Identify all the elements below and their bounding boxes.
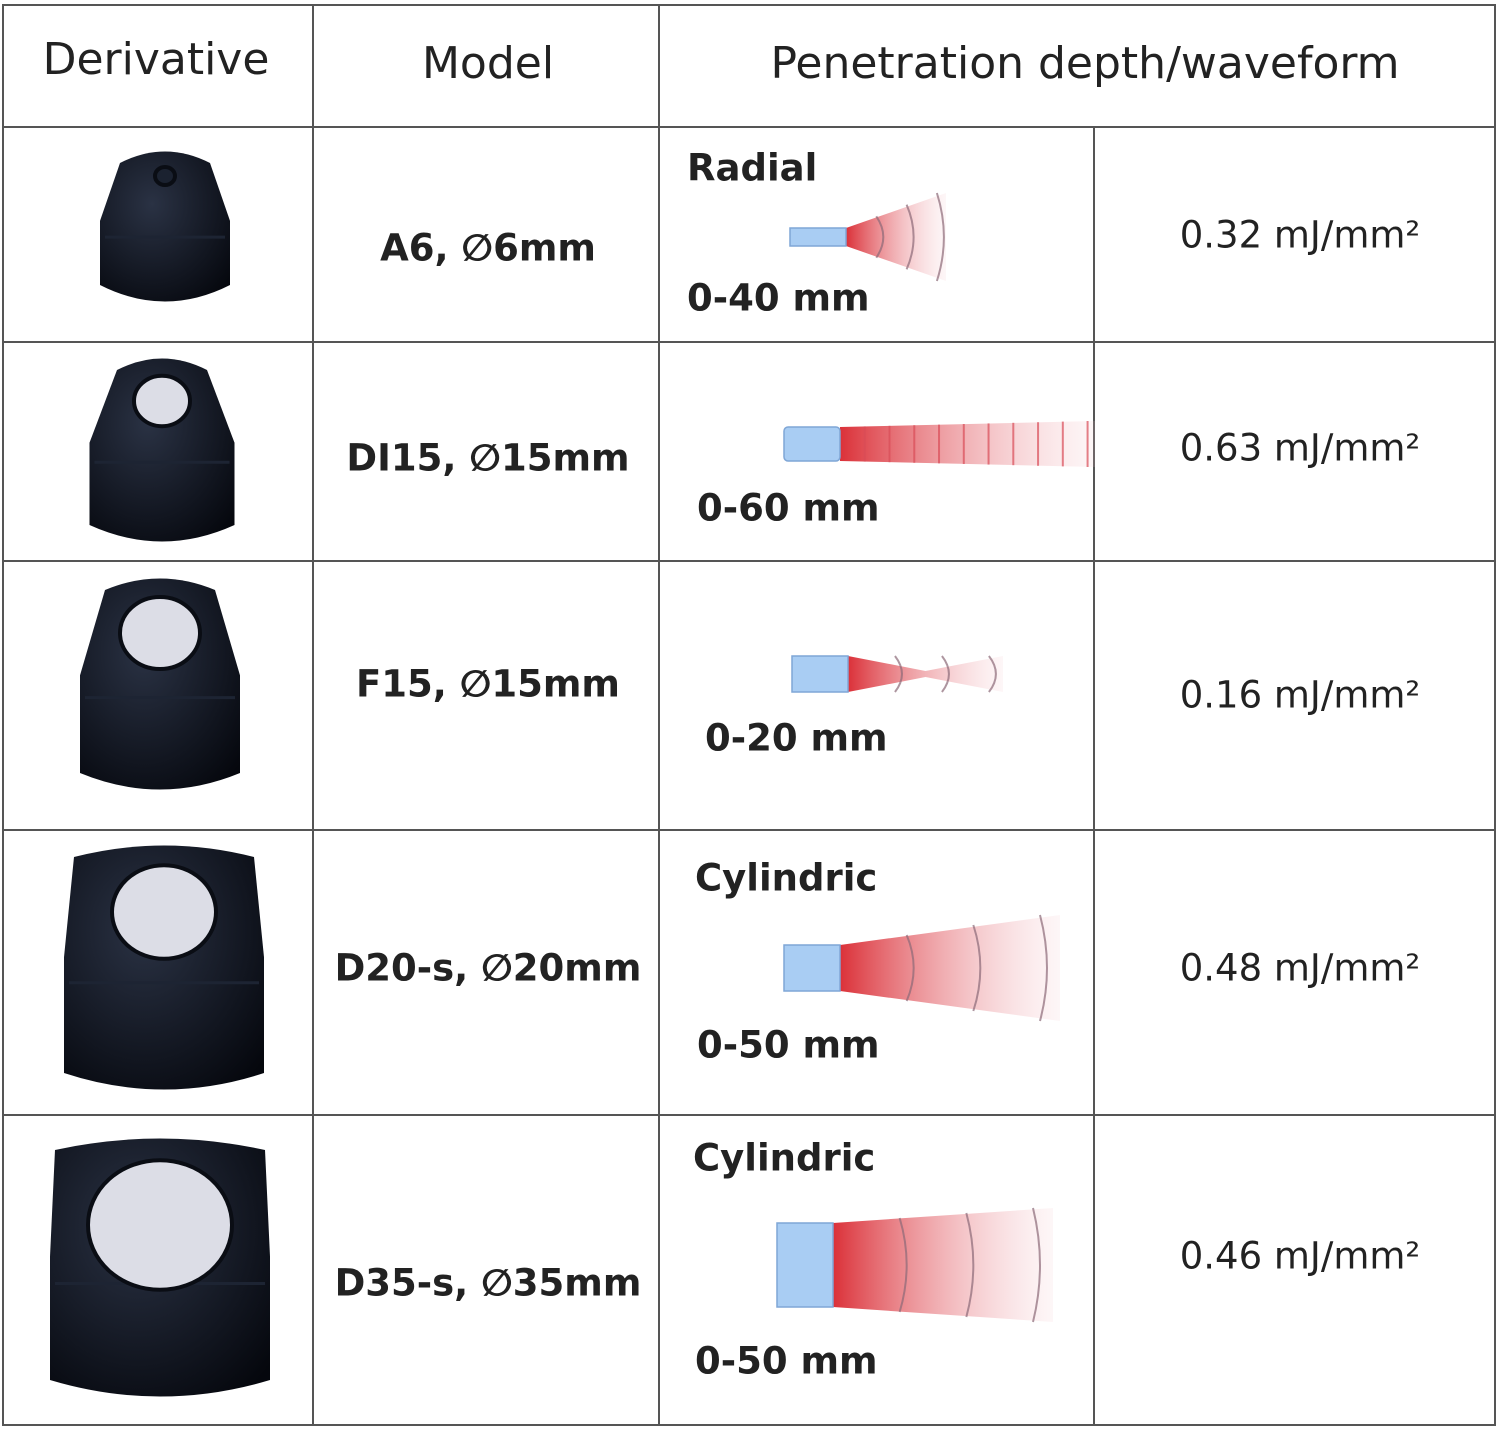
- applicator-image: [64, 845, 264, 1090]
- waveform-image: [789, 192, 946, 282]
- waveform-image: [783, 421, 1095, 467]
- applicator-lens: [110, 863, 218, 961]
- model: F15, ∅15mm: [356, 663, 620, 706]
- wave-front: [1032, 1207, 1041, 1323]
- grid: [2, 4, 1496, 1426]
- depth: 0-50 mm: [695, 1340, 878, 1383]
- applicator-lens: [118, 595, 202, 671]
- applicator-body: [89, 358, 235, 542]
- waveform-label: Cylindric: [695, 857, 877, 900]
- energy: 0.63 mJ/mm²: [1180, 427, 1420, 470]
- wave-front: [875, 215, 885, 259]
- model: D20-s, ∅20mm: [335, 947, 642, 990]
- wave-front: [965, 1212, 975, 1318]
- energy: 0.48 mJ/mm²: [1180, 947, 1420, 990]
- wave-front: [905, 934, 915, 1002]
- transducer: [783, 426, 841, 462]
- wave-field: [840, 421, 1095, 467]
- wave-front: [894, 655, 903, 693]
- header-cell: Model: [422, 38, 554, 89]
- wave-front: [935, 192, 945, 282]
- model: D35-s, ∅35mm: [335, 1262, 642, 1305]
- wave-field: [848, 656, 1003, 692]
- applicator-image: [80, 578, 240, 790]
- transducer: [776, 1222, 834, 1308]
- transducer: [789, 227, 847, 247]
- waveform-image: [791, 655, 1003, 693]
- depth: 0-50 mm: [697, 1024, 880, 1067]
- applicator-lens: [153, 165, 177, 187]
- applicator-image: [89, 358, 235, 542]
- energy: 0.32 mJ/mm²: [1180, 214, 1420, 257]
- header-cell: Derivative: [43, 34, 270, 85]
- wave-front: [1039, 914, 1048, 1022]
- applicator-lens: [86, 1158, 234, 1292]
- depth: 0-20 mm: [705, 717, 888, 760]
- applicator-body: [100, 151, 230, 302]
- wave-front: [905, 204, 915, 270]
- waveform-label: Radial: [687, 147, 817, 190]
- wave-front: [988, 655, 997, 693]
- waveform-label: Cylindric: [693, 1137, 875, 1180]
- wave-front: [972, 924, 982, 1012]
- applicator-image: [100, 151, 230, 302]
- wave-field: [833, 1208, 1053, 1322]
- applicator-lens: [132, 373, 192, 429]
- energy: 0.46 mJ/mm²: [1180, 1235, 1420, 1278]
- model: DI15, ∅15mm: [346, 437, 629, 480]
- depth: 0-60 mm: [697, 487, 880, 530]
- wave-front: [941, 655, 950, 693]
- wave-field: [840, 915, 1060, 1021]
- transducer: [791, 655, 849, 693]
- transducer: [783, 944, 841, 992]
- model: A6, ∅6mm: [380, 227, 596, 270]
- wave-field: [846, 193, 946, 281]
- header-cell: Penetration depth/waveform: [770, 38, 1399, 89]
- applicator-image: [50, 1138, 270, 1397]
- waveform-image: [783, 914, 1060, 1022]
- depth: 0-40 mm: [687, 277, 870, 320]
- wave-front: [898, 1217, 908, 1313]
- energy: 0.16 mJ/mm²: [1180, 674, 1420, 717]
- waveform-image: [776, 1207, 1053, 1323]
